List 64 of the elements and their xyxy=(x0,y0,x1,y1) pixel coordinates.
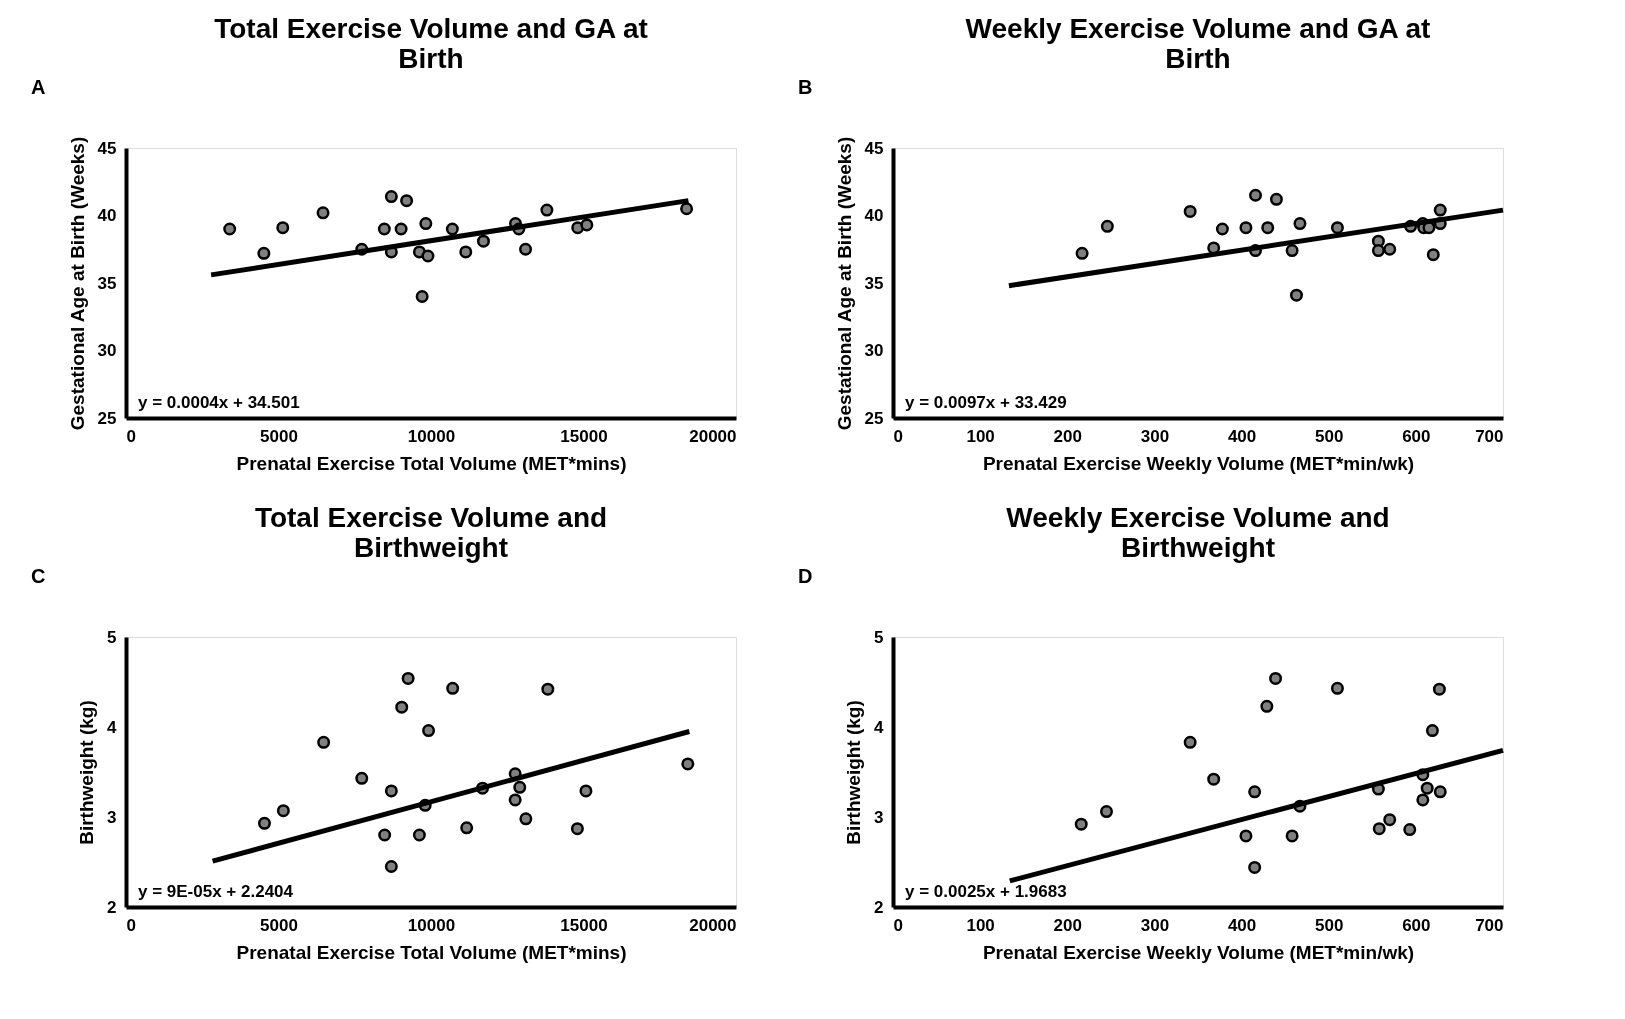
annotation: y = 0.0025x + 1.9683 xyxy=(905,882,1067,901)
y-tick-label: 5 xyxy=(874,627,884,647)
text: A xyxy=(31,76,46,98)
x-tick-label: 400 xyxy=(1227,915,1257,935)
y-tick-label: 35 xyxy=(864,273,884,293)
x-tick-label: 200 xyxy=(1053,915,1082,935)
x-tick-label: 10000 xyxy=(407,426,456,446)
x-tick-label: 400 xyxy=(1227,426,1257,446)
y-axis-title: Gestational Age at Birth (Weeks) xyxy=(66,136,88,431)
y-axis-title: Birthweight (kg) xyxy=(76,700,98,845)
y-tick-label: 2 xyxy=(107,897,117,917)
x-axis-title: Prenatal Exercise Total Volume (MET*mins) xyxy=(236,452,627,474)
y-tick-label: 40 xyxy=(864,206,884,225)
y-axis-title: Birthweight (kg) xyxy=(843,700,865,845)
y-tick-label: 35 xyxy=(97,273,117,293)
x-tick-label: 100 xyxy=(966,915,995,935)
y-tick-label: 25 xyxy=(97,408,117,428)
x-tick-label: 0 xyxy=(893,426,903,446)
y-tick-label: 3 xyxy=(874,807,884,827)
annotation: y = 0.0097x + 33.429 xyxy=(905,393,1067,412)
x-tick-label: 100 xyxy=(966,426,995,446)
x-axis-title: Prenatal Exercise Weekly Volume (MET*min/wk) xyxy=(982,941,1415,963)
y-tick-label: 2 xyxy=(874,897,884,917)
y-tick-label: 5 xyxy=(107,627,117,647)
x-tick-label: 300 xyxy=(1140,915,1170,935)
x-tick-label: 600 xyxy=(1402,915,1431,935)
chart-title: Total Exercise Volume and Birthweight xyxy=(254,502,608,563)
x-tick-label: 700 xyxy=(1475,915,1504,935)
x-tick-label: 300 xyxy=(1140,426,1170,446)
x-tick-label: 500 xyxy=(1315,915,1344,935)
x-tick-label: 5000 xyxy=(260,426,298,446)
x-tick-label: 600 xyxy=(1402,426,1431,446)
x-tick-label: 5000 xyxy=(260,915,298,935)
y-axis-title: Gestational Age at Birth (Weeks) xyxy=(833,136,855,431)
text: C xyxy=(31,565,46,587)
x-tick-label: 0 xyxy=(126,426,136,446)
x-tick-label: 20000 xyxy=(689,426,737,446)
x-axis-title: Prenatal Exercise Total Volume (MET*mins) xyxy=(236,941,627,963)
y-tick-label: 45 xyxy=(864,138,884,158)
x-tick-label: 500 xyxy=(1315,426,1344,446)
x-tick-label: 0 xyxy=(126,915,136,935)
y-tick-label: 25 xyxy=(864,408,884,428)
chart-title: Weekly Exercise Volume and Birthweight xyxy=(1006,502,1390,563)
y-tick-label: 40 xyxy=(97,206,117,225)
chart-title: Weekly Exercise Volume and GA at Birth xyxy=(965,13,1431,74)
text: D xyxy=(798,565,813,587)
y-tick-label: 4 xyxy=(107,717,118,737)
x-tick-label: 200 xyxy=(1053,426,1082,446)
y-tick-label: 30 xyxy=(97,341,117,360)
x-tick-label: 15000 xyxy=(560,426,608,446)
x-tick-label: 700 xyxy=(1475,426,1504,446)
chart-title: Total Exercise Volume and GA at Birth xyxy=(214,13,648,74)
x-tick-label: 0 xyxy=(893,915,903,935)
annotation: y = 9E-05x + 2.2404 xyxy=(138,882,294,901)
text: B xyxy=(798,76,813,98)
x-tick-label: 15000 xyxy=(560,915,608,935)
y-tick-label: 45 xyxy=(97,138,117,158)
x-tick-label: 20000 xyxy=(689,915,737,935)
y-tick-label: 3 xyxy=(107,807,117,827)
y-tick-label: 4 xyxy=(874,717,885,737)
x-axis-title: Prenatal Exercise Weekly Volume (MET*min/wk) xyxy=(982,452,1415,474)
annotation: y = 0.0004x + 34.501 xyxy=(138,393,300,412)
y-tick-label: 30 xyxy=(864,341,884,360)
x-tick-label: 10000 xyxy=(407,915,456,935)
